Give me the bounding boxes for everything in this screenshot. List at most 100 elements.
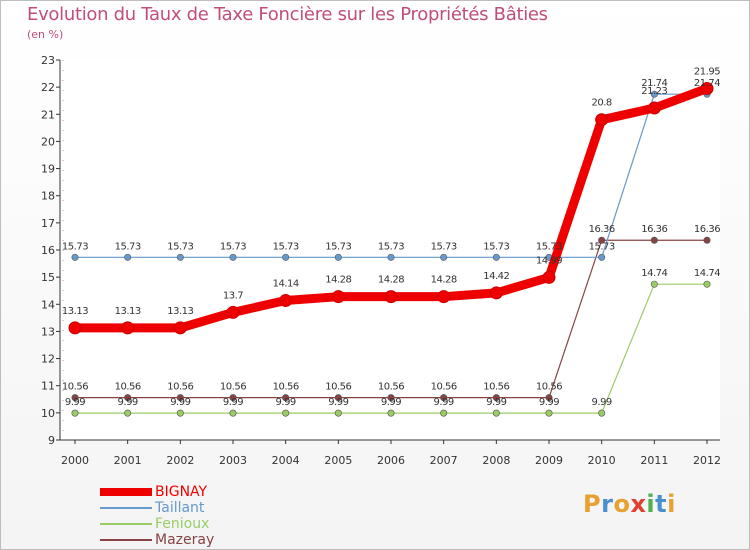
data-label-mazeray: 16.36: [694, 224, 720, 235]
chart-title: Evolution du Taux de Taxe Foncière sur l…: [27, 4, 548, 25]
y-tick-label: 23: [41, 54, 55, 67]
legend-swatch: [100, 507, 152, 509]
data-point-fenioux: [703, 280, 711, 288]
legend-swatch: [100, 539, 152, 541]
data-label-taillant: 15.73: [325, 241, 351, 252]
data-point-fenioux: [598, 409, 606, 417]
data-label-fenioux: 9.99: [381, 397, 401, 408]
data-point-fenioux: [334, 409, 342, 417]
data-label-bignay: 20.8: [592, 98, 612, 109]
data-point-mazeray: [229, 394, 237, 402]
data-label-mazeray: 10.56: [378, 382, 404, 393]
x-tick-label: 2012: [693, 454, 721, 467]
data-label-mazeray: 16.36: [641, 224, 667, 235]
data-label-fenioux: 9.99: [170, 397, 190, 408]
data-point-fenioux: [71, 409, 79, 417]
data-point-fenioux: [650, 280, 658, 288]
data-label-bignay: 21.95: [694, 67, 720, 78]
data-label-mazeray: 10.56: [167, 382, 193, 393]
y-tick-label: 18: [41, 190, 55, 203]
data-point-fenioux: [492, 409, 500, 417]
data-label-mazeray: 10.56: [115, 382, 141, 393]
data-point-bignay: [226, 305, 240, 319]
data-label-mazeray: 10.56: [220, 382, 246, 393]
data-label-fenioux: 9.99: [223, 397, 243, 408]
y-tick-label: 16: [41, 244, 55, 257]
data-label-mazeray: 10.56: [62, 382, 88, 393]
data-label-fenioux: 9.99: [592, 397, 612, 408]
data-point-fenioux: [229, 409, 237, 417]
x-tick-label: 2007: [430, 454, 458, 467]
data-point-mazeray: [650, 236, 658, 244]
data-label-fenioux: 9.99: [118, 397, 138, 408]
y-tick-label: 13: [41, 325, 55, 338]
y-tick-label: 20: [41, 135, 55, 148]
x-tick-label: 2002: [166, 454, 194, 467]
data-label-fenioux: 9.99: [328, 397, 348, 408]
x-tick-label: 2008: [482, 454, 510, 467]
proxiti-logo: Proxiti: [583, 490, 676, 518]
data-point-mazeray: [282, 394, 290, 402]
y-tick-label: 12: [41, 353, 55, 366]
data-point-bignay: [279, 293, 293, 307]
y-tick-label: 11: [41, 380, 55, 393]
plot-area: [60, 60, 720, 440]
data-label-taillant: 15.73: [62, 241, 88, 252]
data-point-bignay: [384, 290, 398, 304]
x-tick-label: 2004: [272, 454, 300, 467]
data-point-fenioux: [124, 409, 132, 417]
data-label-bignay: 14.28: [378, 275, 404, 286]
legend-label: Taillant: [155, 500, 205, 516]
data-point-mazeray: [71, 394, 79, 402]
data-label-fenioux: 9.99: [486, 397, 506, 408]
x-tick-label: 2009: [535, 454, 563, 467]
y-tick-label: 10: [41, 407, 55, 420]
data-point-mazeray: [492, 394, 500, 402]
chart-subtitle: (en %): [27, 28, 64, 41]
data-label-bignay: 13.7: [223, 290, 243, 301]
y-tick-label: 22: [41, 81, 55, 94]
data-point-bignay: [68, 321, 82, 335]
data-label-bignay: 14.28: [325, 275, 351, 286]
data-label-taillant: 15.73: [378, 241, 404, 252]
data-point-mazeray: [124, 394, 132, 402]
data-point-taillant: [650, 90, 658, 98]
data-label-bignay: 13.13: [62, 306, 88, 317]
data-point-fenioux: [387, 409, 395, 417]
legend-label: Fenioux: [155, 516, 210, 532]
y-tick-label: 21: [41, 108, 55, 121]
data-label-mazeray: 10.56: [536, 382, 562, 393]
data-label-taillant: 15.73: [115, 241, 141, 252]
data-label-mazeray: 10.56: [483, 382, 509, 393]
data-point-bignay: [173, 321, 187, 335]
data-label-fenioux: 9.99: [65, 397, 85, 408]
data-point-fenioux: [545, 409, 553, 417]
data-label-taillant: 21.74: [641, 78, 667, 89]
data-point-fenioux: [176, 409, 184, 417]
data-label-bignay: 13.13: [115, 306, 141, 317]
data-point-taillant: [229, 253, 237, 261]
data-point-taillant: [492, 253, 500, 261]
legend-label: BIGNAY: [155, 484, 208, 500]
legend-swatch: [100, 523, 152, 525]
data-label-fenioux: 9.99: [434, 397, 454, 408]
data-point-bignay: [542, 270, 556, 284]
y-tick-label: 14: [41, 298, 55, 311]
data-label-taillant: 15.73: [589, 241, 615, 252]
data-label-taillant: 15.73: [536, 241, 562, 252]
data-label-mazeray: 10.56: [325, 382, 351, 393]
data-point-taillant: [71, 253, 79, 261]
x-tick-label: 2006: [377, 454, 405, 467]
legend-swatch: [100, 488, 152, 496]
legend-label: Mazeray: [155, 532, 215, 548]
data-label-fenioux: 9.99: [539, 397, 559, 408]
data-point-taillant: [598, 253, 606, 261]
data-label-taillant: 15.73: [483, 241, 509, 252]
x-tick-label: 2011: [640, 454, 668, 467]
data-point-bignay: [647, 101, 661, 115]
data-point-taillant: [387, 253, 395, 261]
data-label-fenioux: 9.99: [276, 397, 296, 408]
data-point-mazeray: [387, 394, 395, 402]
data-point-taillant: [334, 253, 342, 261]
